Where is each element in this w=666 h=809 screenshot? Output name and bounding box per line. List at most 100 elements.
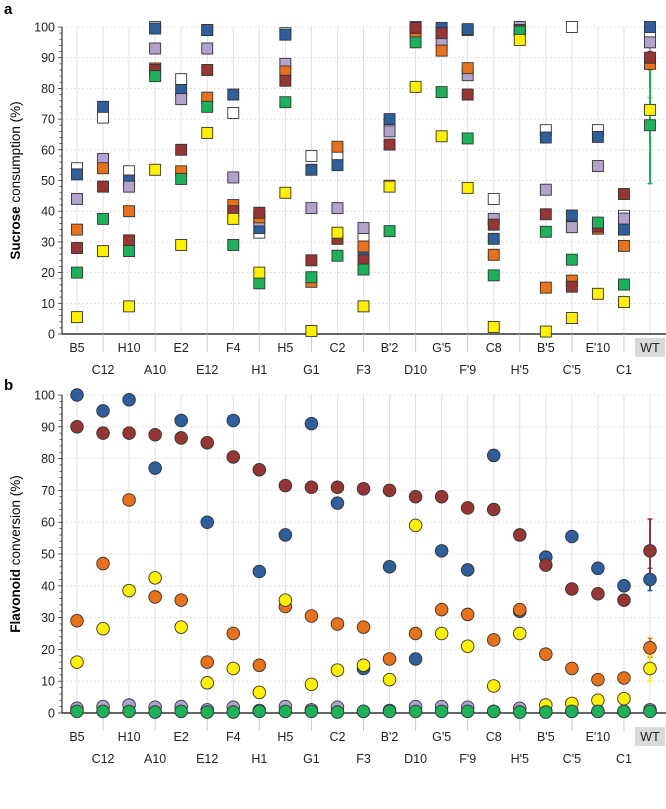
point-yellow-E2: [174, 620, 188, 634]
point-green-C1: [617, 704, 631, 719]
y-tick-label: 20: [41, 266, 55, 280]
point-blue-E12: [200, 515, 214, 529]
x-tick-label: F'9: [459, 752, 476, 766]
point-orange-E'10: [591, 672, 605, 687]
point-darkred-C'5: [565, 280, 578, 293]
point-green-F4: [226, 705, 241, 719]
y-axis-title-rest: consumption (%): [8, 101, 23, 206]
point-orange-C2: [331, 140, 344, 153]
point-darkred-C2: [330, 480, 345, 494]
point-green-H'5: [513, 705, 527, 719]
point-orange-B'2: [382, 652, 397, 666]
point-lavender-B5: [71, 192, 83, 205]
point-yellow-A10: [148, 571, 162, 585]
point-blue-H5: [279, 28, 292, 41]
point-blue-C2: [330, 496, 345, 510]
point-white-C8: [487, 192, 500, 205]
y-axis-title: Flavonoid conversion (%): [8, 475, 23, 633]
point-green-H5: [279, 96, 292, 109]
point-yellow-G'5: [435, 130, 448, 143]
x-tick-label: F4: [226, 341, 241, 355]
point-lavender-E12: [201, 42, 214, 55]
y-tick-label: 0: [48, 707, 55, 721]
point-green-B'5: [539, 225, 552, 238]
y-tick-label: 20: [41, 643, 55, 657]
y-tick-label: 40: [41, 205, 55, 219]
y-tick-label: 70: [41, 113, 55, 127]
point-darkred-WT: [643, 544, 657, 558]
x-tick-label: H10: [118, 730, 141, 744]
point-green-C8: [487, 269, 500, 282]
point-darkred-C'5: [565, 582, 579, 596]
point-green-E'10: [591, 216, 604, 229]
point-blue-G1: [305, 163, 318, 176]
point-yellow-C1: [618, 296, 630, 309]
x-tick-label: G'5: [432, 730, 451, 744]
panel-label: b: [4, 377, 13, 394]
point-yellow-E12: [201, 126, 214, 139]
point-green-G1: [305, 271, 318, 284]
point-blue-C12: [97, 100, 109, 113]
y-axis-title-bold: Flavonoid: [8, 569, 23, 633]
point-darkred-B'5: [539, 208, 552, 221]
point-green-D10: [408, 704, 423, 719]
point-white-G1: [305, 149, 318, 162]
point-darkred-E'10: [591, 587, 605, 601]
point-blue-E12: [201, 24, 214, 37]
point-orange-C12: [97, 162, 109, 175]
x-tick-label: F4: [226, 730, 241, 744]
point-orange-A10: [148, 590, 162, 604]
point-white-E2: [175, 73, 188, 86]
point-green-B5: [70, 704, 84, 719]
point-darkred-C8: [487, 218, 500, 231]
point-yellow-C2: [331, 226, 344, 239]
point-yellow-C1: [617, 691, 631, 706]
point-blue-G1: [304, 416, 319, 431]
x-tick-label: E2: [174, 730, 189, 744]
point-green-WT: [644, 119, 656, 132]
x-tick-label: WT: [640, 730, 660, 744]
point-yellow-B5: [71, 311, 83, 324]
point-blue-C8: [487, 232, 500, 245]
y-tick-label: 0: [48, 328, 55, 342]
x-tick-label: F'9: [459, 363, 476, 377]
x-tick-label: C1: [616, 363, 632, 377]
x-tick-label: E'10: [586, 730, 611, 744]
point-darkred-H5: [278, 478, 293, 493]
point-orange-F4: [226, 626, 241, 641]
point-darkred-F3: [356, 482, 371, 496]
y-tick-label: 30: [41, 611, 55, 625]
point-orange-B5: [71, 223, 83, 236]
point-green-E'10: [591, 704, 605, 719]
point-blue-C12: [96, 404, 110, 418]
x-tick-label: C1: [616, 752, 632, 766]
x-tick-label: C'5: [563, 363, 581, 377]
x-tick-label: B'2: [381, 341, 399, 355]
point-green-C12: [97, 212, 109, 225]
point-yellow-F'9: [460, 639, 475, 653]
point-yellow-G1: [305, 324, 318, 337]
point-darkred-C12: [96, 426, 110, 440]
point-yellow-E'10: [591, 287, 604, 300]
x-tick-label: B5: [69, 341, 84, 355]
point-darkred-H'5: [513, 528, 527, 542]
point-green-C12: [96, 704, 110, 719]
point-white-C12: [97, 111, 109, 124]
x-tick-label: B'2: [381, 730, 399, 744]
point-green-H1: [253, 277, 266, 290]
panel-label: a: [4, 1, 13, 18]
point-yellow-G1: [304, 677, 319, 692]
x-tick-label: G1: [303, 363, 320, 377]
point-green-H1: [252, 704, 267, 719]
point-yellow-H5: [278, 593, 293, 607]
point-green-H10: [122, 704, 136, 719]
x-tick-label: F3: [356, 363, 371, 377]
point-orange-F3: [356, 620, 371, 634]
point-lavender-E'10: [591, 160, 604, 173]
point-blue-E2: [174, 413, 188, 428]
point-blue-C1: [618, 223, 630, 236]
point-orange-H1: [252, 658, 267, 673]
x-tick-label: B'5: [537, 341, 555, 355]
y-tick-label: 90: [41, 420, 55, 434]
